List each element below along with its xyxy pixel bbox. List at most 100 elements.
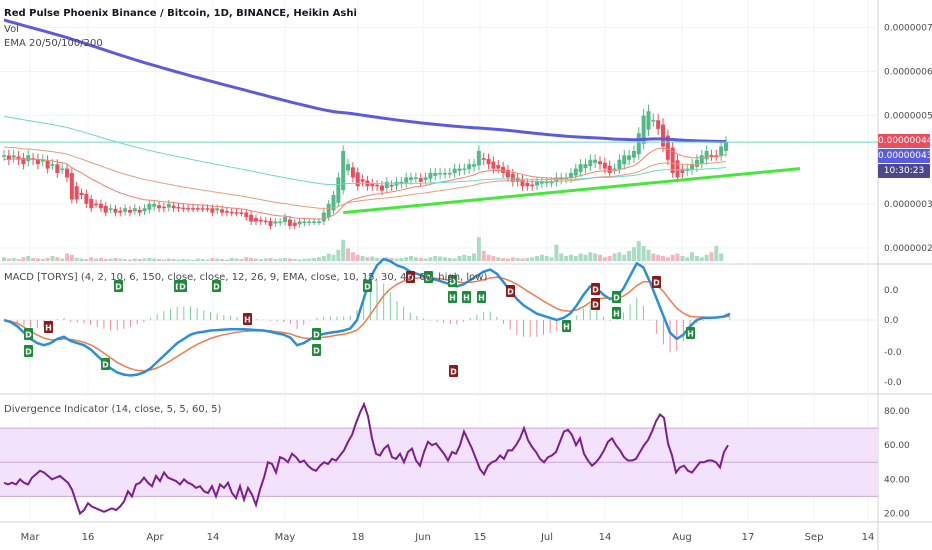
volume-bar bbox=[268, 258, 273, 261]
candle-body bbox=[355, 172, 360, 187]
bar-countdown-timer: 10:30:23 bbox=[878, 164, 930, 178]
candle-body bbox=[476, 150, 481, 166]
macd-signal-marker bbox=[591, 283, 600, 295]
volume-bar bbox=[549, 257, 554, 261]
ema-price-tag: 0.00000043 bbox=[878, 149, 932, 163]
candle-body bbox=[190, 208, 195, 210]
candle-body bbox=[127, 209, 132, 213]
x-tick-label: Aug bbox=[672, 532, 692, 543]
volume-bar bbox=[190, 259, 195, 261]
candle-body bbox=[510, 173, 515, 182]
volume-bar bbox=[157, 259, 162, 261]
volume-bar bbox=[40, 259, 45, 261]
macd-signal-marker bbox=[591, 298, 600, 310]
x-tick-label: 14 bbox=[862, 532, 875, 543]
candle-body bbox=[486, 158, 491, 165]
volume-bar bbox=[181, 259, 186, 261]
macd-signal-marker bbox=[114, 280, 123, 292]
candle-body bbox=[428, 172, 433, 179]
candle-body bbox=[84, 193, 89, 204]
volume-bar bbox=[394, 258, 399, 261]
candle-body bbox=[438, 172, 443, 175]
candle-body bbox=[137, 209, 142, 213]
candle-body bbox=[447, 172, 452, 175]
volume-bar bbox=[215, 258, 220, 261]
candle-body bbox=[16, 156, 21, 160]
volume-bar bbox=[476, 237, 481, 261]
volume-bar bbox=[297, 259, 302, 261]
candle-body bbox=[89, 198, 94, 209]
volume-bar bbox=[205, 259, 210, 261]
candle-body bbox=[321, 212, 326, 222]
ema-100-line bbox=[3, 115, 727, 186]
volume-legend[interactable]: Vol bbox=[4, 24, 19, 35]
volume-bar bbox=[253, 258, 258, 261]
volume-bar bbox=[98, 258, 103, 261]
candle-body bbox=[215, 208, 220, 211]
macd-signal-marker-label: H bbox=[687, 330, 694, 339]
ema-legend[interactable]: EMA 20/50/100/200 bbox=[4, 38, 103, 49]
div-y-tick-label: 60.00 bbox=[884, 441, 910, 451]
candle-body bbox=[297, 221, 302, 225]
volume-bar bbox=[375, 258, 380, 261]
candle-body bbox=[171, 205, 176, 209]
macd-legend[interactable]: MACD [TORYS] (4, 2, 10, 6, 150, close, c… bbox=[4, 272, 488, 283]
volume-bar bbox=[69, 254, 74, 261]
volume-bar bbox=[447, 258, 452, 261]
candle-body bbox=[253, 218, 258, 222]
divergence-pane[interactable] bbox=[0, 401, 878, 516]
volume-bar bbox=[152, 258, 157, 261]
ema-50-line bbox=[3, 146, 727, 209]
macd-signal-marker-label: D bbox=[613, 294, 620, 303]
volume-bar bbox=[55, 257, 60, 261]
div-y-tick-label: 80.00 bbox=[884, 407, 910, 417]
candle-body bbox=[515, 177, 520, 182]
macd-signal-marker bbox=[449, 365, 458, 377]
candle-body bbox=[530, 184, 535, 187]
volume-bar bbox=[694, 256, 699, 261]
candle-body bbox=[283, 217, 288, 222]
volume-bar bbox=[161, 259, 166, 261]
candle-body bbox=[239, 212, 244, 214]
volume-bar bbox=[598, 254, 603, 261]
price-pane[interactable] bbox=[0, 18, 878, 261]
x-tick-label: 18 bbox=[352, 532, 365, 543]
macd-signal-marker bbox=[477, 291, 486, 303]
candle-body bbox=[399, 181, 404, 184]
volume-bar bbox=[641, 246, 646, 261]
volume-bar bbox=[573, 256, 578, 261]
macd-signal-marker bbox=[612, 291, 621, 303]
volume-bar bbox=[326, 253, 331, 261]
candle-body bbox=[60, 168, 65, 171]
volume-bar bbox=[355, 254, 360, 261]
candle-body bbox=[79, 192, 84, 196]
candle-body bbox=[142, 208, 147, 212]
macd-signal-marker-label: D bbox=[425, 274, 432, 283]
volume-bar bbox=[690, 252, 695, 261]
candle-body bbox=[675, 160, 680, 178]
volume-bar bbox=[210, 258, 215, 261]
x-tick-label: Jul bbox=[540, 532, 553, 543]
volume-bar bbox=[26, 256, 31, 261]
volume-bar bbox=[428, 257, 433, 261]
divergence-legend[interactable]: Divergence Indicator (14, close, 5, 5, 6… bbox=[4, 404, 222, 415]
volume-bar bbox=[515, 258, 520, 261]
candle-body bbox=[258, 219, 263, 222]
volume-bar bbox=[413, 257, 418, 261]
macd-signal-marker bbox=[312, 328, 321, 340]
candle-body bbox=[568, 172, 573, 178]
candle-body bbox=[612, 168, 617, 171]
macd-signal-marker-label: D bbox=[407, 274, 414, 283]
macd-signal-marker-label: D bbox=[592, 286, 599, 295]
candle-body bbox=[55, 164, 60, 173]
symbol-title[interactable]: Red Pulse Phoenix Binance / Bitcoin, 1D,… bbox=[4, 8, 357, 19]
volume-bar bbox=[646, 249, 651, 261]
macd-pane[interactable]: DDHDDDDDHDDDDDDHHHDDHDDDHDH bbox=[0, 257, 878, 377]
candle-body bbox=[646, 111, 651, 130]
candle-body bbox=[103, 205, 108, 213]
volume-bar bbox=[462, 254, 467, 261]
candle-body bbox=[195, 208, 200, 210]
macd-signal-marker-label: D bbox=[449, 278, 456, 287]
candle-body bbox=[709, 155, 714, 157]
volume-bar bbox=[278, 258, 283, 261]
